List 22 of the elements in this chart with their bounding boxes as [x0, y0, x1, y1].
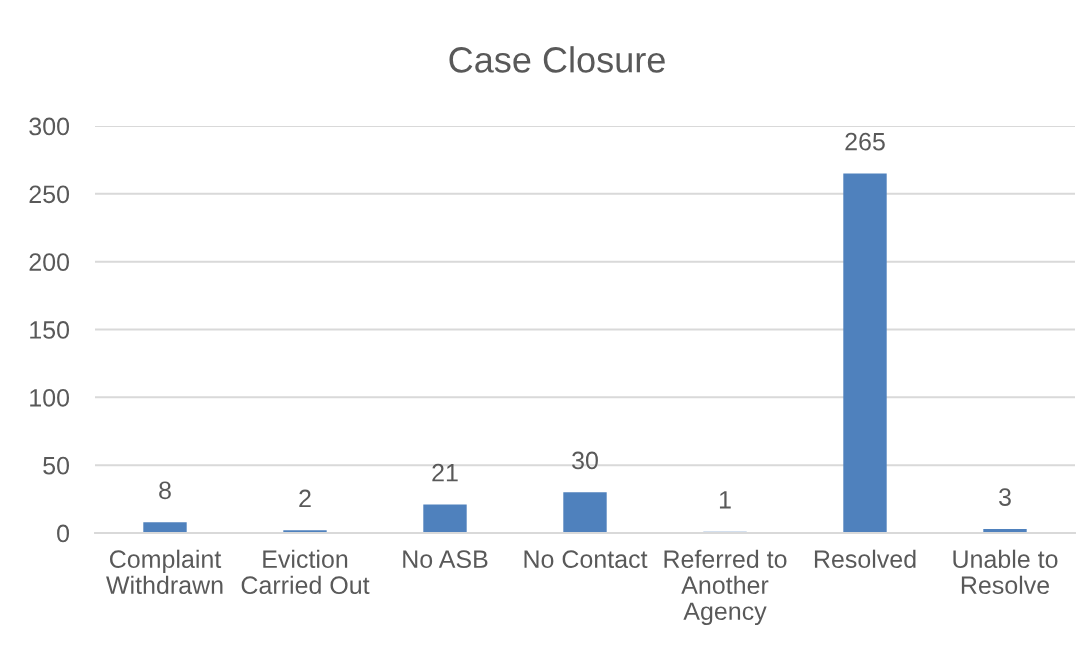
x-tick-label: No Contact: [524, 550, 648, 569]
x-tick-label: Unable to Resolve: [953, 549, 1058, 595]
y-tick-label: 100: [30, 388, 70, 407]
data-label: 1: [719, 491, 731, 509]
y-tick-label: 250: [29, 185, 70, 204]
x-tick-label: Resolved: [814, 549, 916, 569]
x-tick-label: Referred to Another Agency: [664, 549, 787, 626]
y-tick-label: 0: [57, 524, 70, 543]
data-label: 2: [299, 489, 311, 508]
x-tick-label: No ASB: [403, 550, 488, 569]
data-label: 30: [572, 451, 598, 470]
y-tick-label: 150: [30, 321, 70, 339]
y-tick-label: 300: [29, 117, 70, 136]
chart-title: Case Closure: [449, 46, 665, 73]
data-label: 21: [432, 463, 458, 482]
y-tick-label: 50: [43, 456, 70, 475]
data-label: 265: [845, 132, 885, 151]
x-tick-label: Complaint Withdrawn: [106, 549, 223, 595]
data-label: 8: [159, 481, 171, 500]
data-label: 3: [999, 488, 1011, 506]
y-tick-label: 200: [29, 253, 70, 271]
x-tick-label: Eviction Carried Out: [241, 549, 370, 595]
